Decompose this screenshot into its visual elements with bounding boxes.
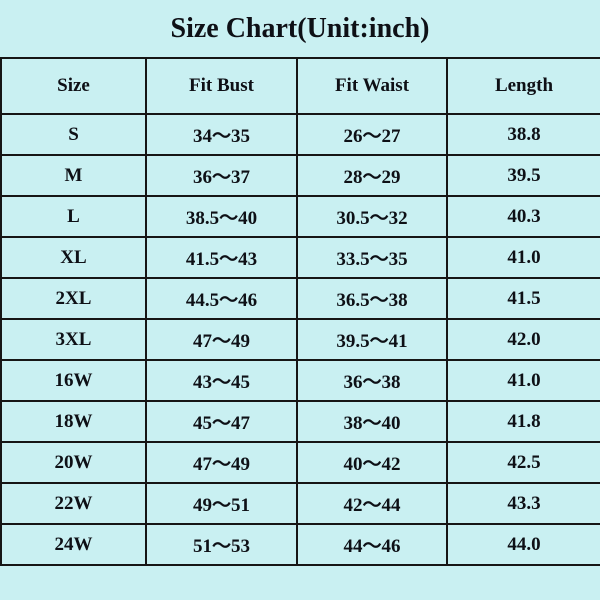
fit-bust-cell: 43～45 [145,359,298,402]
table-row: 24W 51～53 44～46 44.0 [0,523,600,566]
size-chart-table: Size Fit Bust Fit Waist Length S 34～35 26～… [0,57,600,566]
table-row: XL 41.5～43 33.5～35 41.0 [0,236,600,279]
length-cell: 38.8 [446,113,600,156]
table-row: S 34～35 26～27 38.8 [0,113,600,156]
table-row: 2XL 44.5～46 36.5～38 41.5 [0,277,600,320]
fit-waist-cell: 36.5～38 [296,277,448,320]
size-cell: S [0,113,147,156]
col-header-length: Length [446,57,600,115]
length-cell: 42.0 [446,318,600,361]
length-cell: 41.0 [446,236,600,279]
col-header-fit-bust: Fit Bust [145,57,298,115]
length-cell: 43.3 [446,482,600,525]
table-row: M 36～37 28～29 39.5 [0,154,600,197]
page-title: Size Chart(Unit:inch) [170,13,430,44]
fit-waist-cell: 30.5～32 [296,195,448,238]
size-cell: 2XL [0,277,147,320]
size-cell: 16W [0,359,147,402]
length-cell: 40.3 [446,195,600,238]
fit-bust-cell: 51～53 [145,523,298,566]
fit-waist-cell: 40～42 [296,441,448,484]
size-cell: M [0,154,147,197]
fit-bust-cell: 47～49 [145,441,298,484]
length-cell: 41.0 [446,359,600,402]
fit-waist-cell: 39.5～41 [296,318,448,361]
fit-bust-cell: 41.5～43 [145,236,298,279]
fit-bust-cell: 47～49 [145,318,298,361]
size-cell: 3XL [0,318,147,361]
table-row: 3XL 47～49 39.5～41 42.0 [0,318,600,361]
length-cell: 39.5 [446,154,600,197]
length-cell: 42.5 [446,441,600,484]
length-cell: 41.8 [446,400,600,443]
fit-waist-cell: 38～40 [296,400,448,443]
fit-bust-cell: 45～47 [145,400,298,443]
size-cell: 18W [0,400,147,443]
fit-waist-cell: 33.5～35 [296,236,448,279]
fit-waist-cell: 42～44 [296,482,448,525]
fit-bust-cell: 44.5～46 [145,277,298,320]
table-row: 18W 45～47 38～40 41.8 [0,400,600,443]
fit-bust-cell: 34～35 [145,113,298,156]
size-cell: 22W [0,482,147,525]
table-row: 16W 43～45 36～38 41.0 [0,359,600,402]
col-header-size: Size [0,57,147,115]
fit-waist-cell: 44～46 [296,523,448,566]
fit-waist-cell: 36～38 [296,359,448,402]
col-header-fit-waist: Fit Waist [296,57,448,115]
table-row: L 38.5～40 30.5～32 40.3 [0,195,600,238]
fit-waist-cell: 26～27 [296,113,448,156]
fit-bust-cell: 38.5～40 [145,195,298,238]
length-cell: 41.5 [446,277,600,320]
fit-bust-cell: 36～37 [145,154,298,197]
size-cell: 24W [0,523,147,566]
length-cell: 44.0 [446,523,600,566]
table-row: 22W 49～51 42～44 43.3 [0,482,600,525]
fit-waist-cell: 28～29 [296,154,448,197]
table-body: S 34～35 26～27 38.8 M 36～37 28～29 39.5 L 38.5～40 30… [0,113,600,566]
fit-bust-cell: 49～51 [145,482,298,525]
size-cell: L [0,195,147,238]
table-row: 20W 47～49 40～42 42.5 [0,441,600,484]
size-cell: 20W [0,441,147,484]
header-row: Size Fit Bust Fit Waist Length [0,57,600,115]
size-cell: XL [0,236,147,279]
